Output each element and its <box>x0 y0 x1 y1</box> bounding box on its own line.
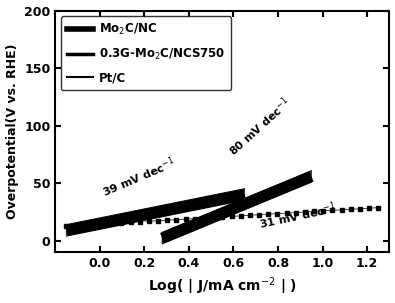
Text: 39 mV dec$^{-1}$: 39 mV dec$^{-1}$ <box>99 154 178 200</box>
Text: 31 mV dec$^{-1}$: 31 mV dec$^{-1}$ <box>258 199 338 231</box>
Legend: Mo$_2$C/NC, 0.3G-Mo$_2$C/NCS750, Pt/C: Mo$_2$C/NC, 0.3G-Mo$_2$C/NCS750, Pt/C <box>61 16 231 90</box>
X-axis label: Log( | J/mA cm$^{-2}$ | ): Log( | J/mA cm$^{-2}$ | ) <box>148 276 297 298</box>
Y-axis label: Overpotential(V vs. RHE): Overpotential(V vs. RHE) <box>6 44 19 219</box>
Text: 80 mV dec$^{-1}$: 80 mV dec$^{-1}$ <box>225 95 294 159</box>
